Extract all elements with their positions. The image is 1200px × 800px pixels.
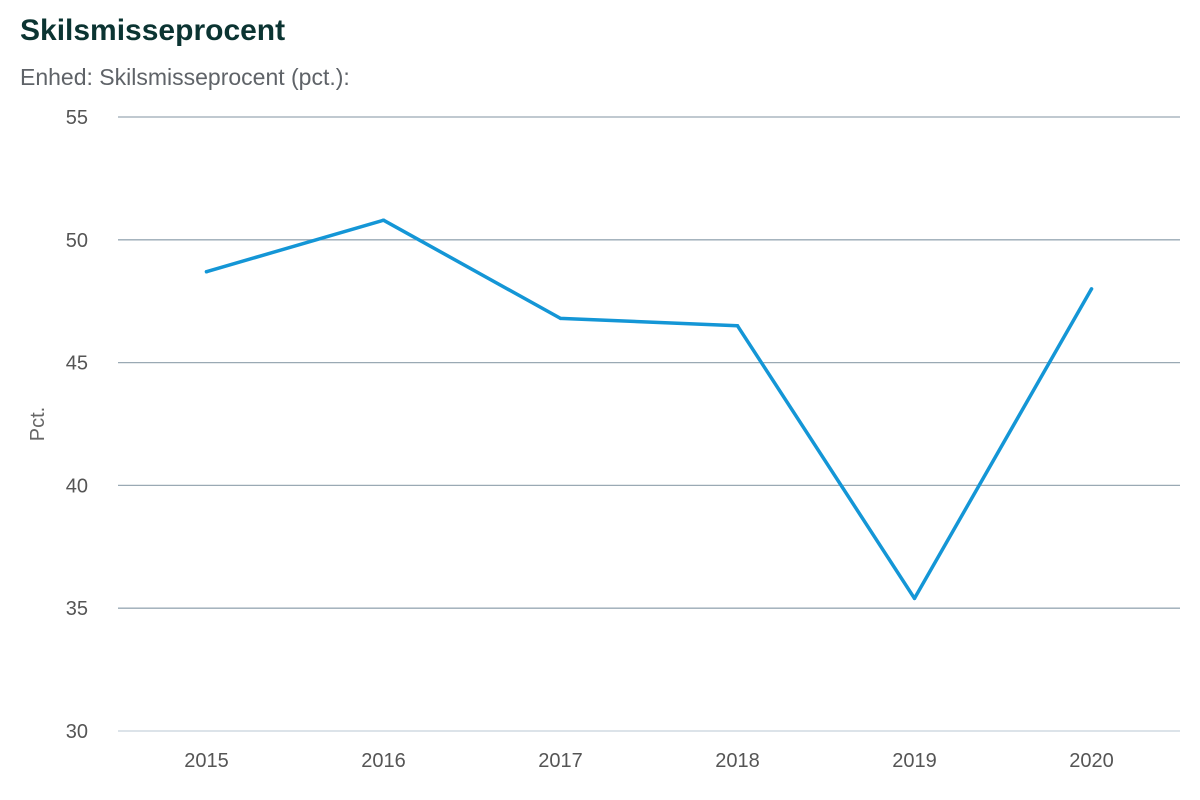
data-point[interactable]	[381, 218, 386, 222]
chart-title: Skilsmisseprocent	[20, 14, 286, 47]
y-tick-labels: 30 35 40 45 50 55	[66, 107, 88, 743]
y-tick-label: 50	[66, 230, 88, 252]
x-tick-labels: 2015 2016 2017 2018 2019 2020	[184, 750, 1114, 772]
data-point[interactable]	[735, 324, 740, 328]
y-tick-label: 40	[66, 475, 88, 497]
x-tick-label: 2017	[538, 750, 583, 772]
x-tick-label: 2016	[361, 750, 406, 772]
y-axis-label: Pct.	[27, 407, 49, 441]
x-tick-label: 2020	[1069, 750, 1114, 772]
grid-lines	[118, 116, 1180, 732]
y-tick-label: 45	[66, 353, 88, 375]
data-point[interactable]	[204, 270, 209, 274]
data-point[interactable]	[558, 316, 563, 321]
chart-subtitle: Enhed: Skilsmisseprocent (pct.):	[20, 64, 350, 90]
series-line	[204, 218, 1094, 601]
data-point[interactable]	[912, 596, 917, 601]
y-tick-label: 30	[66, 721, 88, 743]
data-series	[204, 218, 1094, 601]
y-tick-label: 35	[66, 598, 88, 620]
x-tick-label: 2018	[715, 750, 760, 772]
x-tick-label: 2015	[184, 750, 229, 772]
x-tick-label: 2019	[892, 750, 937, 772]
y-tick-label: 55	[66, 107, 88, 129]
data-point[interactable]	[1089, 287, 1094, 291]
